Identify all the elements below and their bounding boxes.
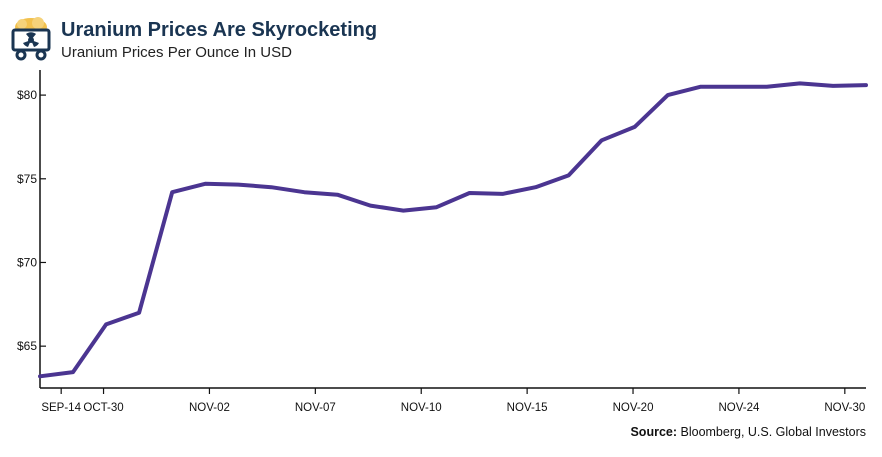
y-tick-label: $80	[17, 88, 37, 102]
x-tick-label: NOV-15	[507, 402, 548, 414]
chart-title: Uranium Prices Are Skyrocketing	[61, 19, 378, 41]
y-tick-label: $75	[17, 172, 37, 186]
x-tick-label: NOV-02	[189, 402, 230, 414]
x-tick-label: SEP-14	[41, 402, 81, 414]
series-group	[38, 81, 868, 379]
source-text: Bloomberg, U.S. Global Investors	[680, 425, 867, 439]
x-tick-label: NOV-10	[401, 402, 442, 414]
source-note: Source: Bloomberg, U.S. Global Investors	[630, 425, 866, 439]
chart-subtitle: Uranium Prices Per Ounce In USD	[61, 44, 292, 61]
x-tick-label: NOV-20	[613, 402, 654, 414]
y-axis: $65 $70 $75 $80	[17, 70, 46, 388]
series-line	[38, 81, 868, 379]
y-tick-label: $70	[17, 255, 37, 269]
source-label: Source:	[630, 425, 678, 439]
x-tick-label: NOV-30	[824, 402, 865, 414]
y-tick-label: $65	[17, 339, 37, 353]
x-tick-label: NOV-07	[295, 402, 336, 414]
chart-header: Uranium Prices Are Skyrocketing Uranium …	[8, 14, 708, 70]
x-tick-label: OCT-30	[83, 402, 123, 414]
x-axis: SEP-14 OCT-30 NOV-02 NOV-07 NOV-10 NOV-15 NOV-…	[40, 387, 866, 414]
x-tick-label: NOV-24	[718, 402, 760, 414]
mining-cart-icon	[11, 17, 51, 61]
